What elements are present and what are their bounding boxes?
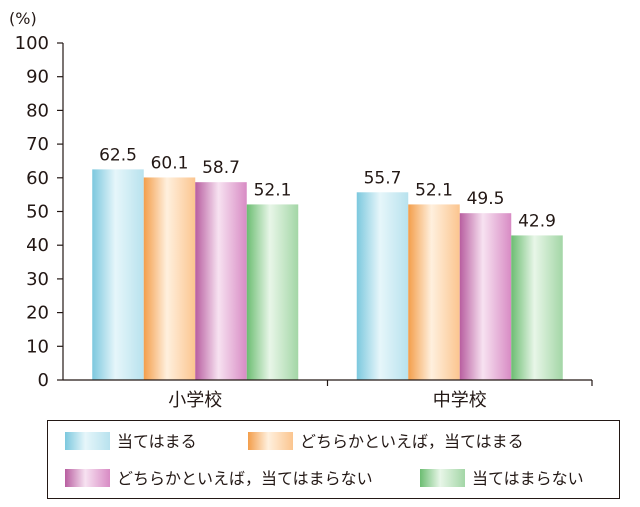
- bar: [246, 204, 299, 380]
- category-label: 中学校: [433, 390, 487, 411]
- y-tick-label: 10: [26, 336, 49, 357]
- y-tick-label: 80: [26, 100, 49, 121]
- bar: [459, 213, 512, 380]
- y-axis-unit-label: (%): [9, 9, 37, 28]
- bar: [92, 169, 144, 380]
- y-tick-label: 50: [26, 202, 49, 223]
- y-tick-label: 20: [26, 303, 49, 324]
- y-tick-label: 30: [26, 269, 49, 290]
- legend-swatch: [248, 432, 293, 450]
- y-tick-label: 60: [26, 168, 49, 189]
- bar-value-label: 42.9: [518, 211, 556, 231]
- x-axis: 小学校 中学校: [63, 379, 593, 411]
- bar: [195, 182, 247, 380]
- legend-label: どちらかといえば，当てはまらない: [117, 469, 373, 488]
- bar-value-label: 55.7: [364, 168, 402, 188]
- bar-value-label: 58.7: [202, 158, 240, 178]
- y-axis: 0 10 20 30 40 50 60 70 80 90 100: [15, 33, 64, 391]
- legend-swatch: [65, 469, 110, 487]
- legend-swatch: [420, 469, 465, 487]
- bar-value-label: 52.1: [254, 180, 292, 200]
- y-tick-label: 100: [15, 33, 49, 54]
- legend-label: 当てはまる: [117, 432, 197, 451]
- legend-box: [47, 420, 620, 499]
- bar-value-label: 49.5: [467, 189, 505, 209]
- y-tick-label: 0: [38, 370, 49, 391]
- bar: [408, 204, 460, 380]
- y-tick-label: 40: [26, 235, 49, 256]
- bars: 62.5 60.1 58.7 52.1 55.7 52.1 49.5 42.9: [92, 145, 563, 380]
- y-tick-label: 70: [26, 134, 49, 155]
- bar: [143, 177, 196, 380]
- legend-label: 当てはまらない: [472, 469, 584, 488]
- category-label: 小学校: [168, 390, 222, 411]
- y-tick-label: 90: [26, 67, 49, 88]
- bar-value-label: 52.1: [415, 180, 453, 200]
- legend-swatch: [65, 432, 110, 450]
- bar-value-label: 60.1: [151, 153, 189, 173]
- bar: [511, 235, 563, 380]
- legend-label: どちらかといえば，当てはまる: [300, 432, 524, 451]
- bar-value-label: 62.5: [99, 145, 137, 165]
- bar: [356, 192, 409, 380]
